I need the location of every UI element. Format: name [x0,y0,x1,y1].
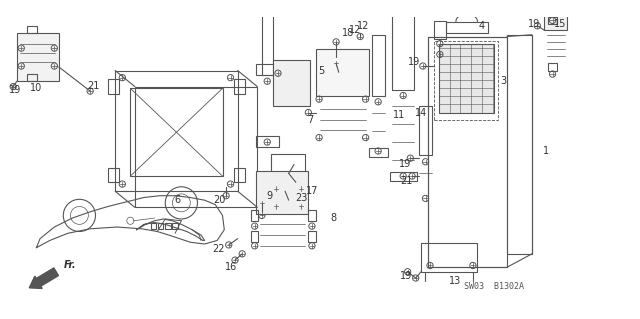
Bar [308,232,316,242]
Bar [316,49,369,96]
Bar [165,223,171,229]
Bar [271,154,305,182]
Bar [255,136,279,146]
Bar [17,33,59,81]
Text: 21: 21 [401,175,413,186]
Bar [251,232,259,242]
Bar [234,79,245,94]
Text: 13: 13 [449,276,461,286]
Text: 19: 19 [399,160,411,169]
Bar [234,168,245,182]
Bar [507,35,532,254]
Bar [421,243,477,272]
Bar [433,41,498,120]
Text: Fr.: Fr. [64,261,77,271]
Bar [428,36,507,267]
Text: 10: 10 [30,83,43,93]
Text: 17: 17 [306,186,318,196]
Bar [108,79,119,94]
Text: 3: 3 [500,76,506,86]
Bar [308,210,316,221]
Text: 23: 23 [295,192,307,203]
Bar [131,88,223,176]
Bar [548,63,557,70]
Text: 22: 22 [212,244,225,254]
Bar [419,106,432,155]
Text: 16: 16 [225,262,237,272]
FancyArrow shape [29,268,58,288]
Bar [392,0,414,90]
Bar [273,60,310,106]
Text: 19: 19 [400,271,412,281]
Bar [372,35,385,96]
Text: 14: 14 [415,108,427,118]
Bar [151,223,156,229]
Bar [27,74,37,81]
Bar [390,173,417,182]
Bar [158,223,163,229]
Text: 19: 19 [408,56,420,67]
Text: 19: 19 [527,19,540,29]
Text: 1: 1 [543,146,549,156]
Bar [255,64,279,75]
Text: 18: 18 [342,28,354,38]
Text: 8: 8 [330,213,337,223]
Bar [439,44,494,114]
Text: 5: 5 [317,65,324,76]
Text: 6: 6 [175,195,181,205]
Text: 11: 11 [392,110,405,120]
Bar [262,4,273,75]
Text: 9: 9 [266,191,272,201]
Text: 21: 21 [88,81,100,91]
Bar [27,26,37,33]
Text: 19: 19 [9,85,21,95]
Bar [545,0,567,30]
Text: 20: 20 [214,195,226,205]
Text: 12: 12 [356,21,369,31]
Bar [433,21,446,39]
Bar [135,86,257,207]
Bar [548,17,557,24]
Text: SW03  B1302A: SW03 B1302A [465,282,524,292]
Bar [172,223,178,229]
Text: 15: 15 [554,19,566,29]
Text: 7: 7 [307,115,313,125]
Bar [108,168,119,182]
Text: 12: 12 [349,25,361,35]
Bar [115,70,237,191]
Bar [251,210,259,221]
Bar [257,171,308,214]
Text: 4: 4 [479,21,485,31]
Bar [369,148,388,157]
